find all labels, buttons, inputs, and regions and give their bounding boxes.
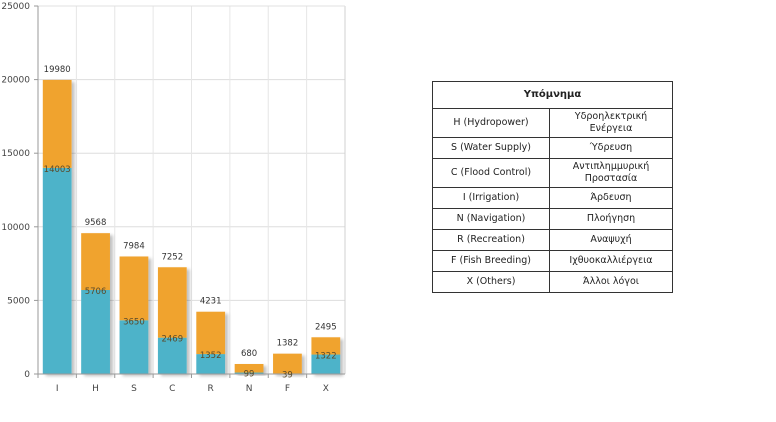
bar-segment xyxy=(157,337,187,374)
x-tick-label: F xyxy=(285,384,290,394)
legend-code: X (Others) xyxy=(432,271,550,293)
x-tick-label: H xyxy=(92,384,99,394)
bar-inner-label: 14003 xyxy=(44,165,71,175)
legend-code: R (Recreation) xyxy=(432,229,550,251)
legend-meaning: Αναψυχή xyxy=(549,229,673,251)
bar-segment xyxy=(119,256,149,321)
y-tick-label: 25000 xyxy=(1,2,30,12)
x-tick-label: S xyxy=(131,384,137,394)
legend-row: C (Flood Control) Αντιπλημμυρική Προστασί… xyxy=(432,158,673,188)
bar-stack xyxy=(234,363,264,374)
bar-total-label: 7984 xyxy=(123,241,145,251)
bar-stack xyxy=(311,337,341,374)
legend-code: N (Navigation) xyxy=(432,208,550,230)
bar-total-label: 19980 xyxy=(44,65,71,75)
legend-code: S (Water Supply) xyxy=(432,137,550,159)
legend-meaning: Αντιπλημμυρική Προστασία xyxy=(549,158,673,188)
y-tick-label: 20000 xyxy=(1,76,30,86)
legend-row: R (Recreation) Αναψυχή xyxy=(432,229,673,251)
legend-meaning: Ιχθυοκαλλιέργεια xyxy=(549,250,673,272)
bar-segment xyxy=(234,372,264,374)
bar-chart: I H S C R N F X 0 5000 10000 15000 20000 25000 19980 1… xyxy=(0,0,360,400)
bar-stack xyxy=(196,311,226,374)
legend-meaning: Πλοήγηση xyxy=(549,208,673,230)
legend-code: H (Hydropower) xyxy=(432,108,550,138)
bar-segment xyxy=(196,311,226,355)
bar-segment xyxy=(311,337,341,355)
bar-stack xyxy=(81,233,110,374)
bar-segment xyxy=(311,354,341,374)
legend-code: F (Fish Breeding) xyxy=(432,250,550,272)
legend-row: H (Hydropower) Υδροηλεκτρική Ενέργεια xyxy=(432,108,673,138)
bar-inner-label: 5706 xyxy=(85,287,107,297)
bar-segment xyxy=(42,167,72,374)
bar-total-label: 9568 xyxy=(85,218,107,228)
legend-header-row: Υπόμνημα xyxy=(432,81,673,109)
bar-layer xyxy=(42,79,341,374)
bar-inner-label: 2469 xyxy=(161,335,183,345)
x-tick-label: R xyxy=(208,384,214,394)
bar-inner-label: 3650 xyxy=(123,317,145,327)
legend-code: C (Flood Control) xyxy=(432,158,550,188)
bar-segment xyxy=(234,363,264,373)
bar-total-label: 7252 xyxy=(161,252,183,262)
bar-inner-label: 1352 xyxy=(200,351,222,361)
bar-stack xyxy=(119,256,149,374)
bar-segment xyxy=(157,267,187,338)
bar-inner-label: 1322 xyxy=(315,352,337,362)
bar-total-label: 2495 xyxy=(315,322,337,332)
legend-meaning: Ύδρευση xyxy=(549,137,673,159)
bar-stack xyxy=(42,79,72,374)
legend-row: X (Others) Άλλοι λόγοι xyxy=(432,271,673,293)
legend-meaning: Άλλοι λόγοι xyxy=(549,271,673,293)
legend-meaning: Άρδευση xyxy=(549,187,673,209)
legend-code: I (Irrigation) xyxy=(432,187,550,209)
y-tick-label: 5000 xyxy=(7,296,30,306)
legend-row: F (Fish Breeding) Ιχθυοκαλλιέργεια xyxy=(432,250,673,272)
bar-stack xyxy=(157,267,187,374)
bar-segment xyxy=(273,353,302,374)
x-tick-label: X xyxy=(323,384,329,394)
x-tick-label: C xyxy=(169,384,175,394)
legend-row: N (Navigation) Πλοήγηση xyxy=(432,208,673,230)
bar-segment xyxy=(42,79,72,168)
label-layer: 19980 14003 9568 5706 7984 3650 7252 2469 4231 13… xyxy=(44,65,337,381)
y-tick-label: 10000 xyxy=(1,223,30,233)
legend-row: I (Irrigation) Άρδευση xyxy=(432,187,673,209)
legend-body: H (Hydropower) Υδροηλεκτρική Ενέργεια S (W… xyxy=(432,108,673,293)
y-tick-label: 0 xyxy=(24,370,30,380)
bar-segment xyxy=(81,290,110,374)
legend-title: Υπόμνημα xyxy=(432,81,673,109)
bar-segment xyxy=(196,354,226,374)
bar-segment xyxy=(81,233,110,291)
x-tick-label: N xyxy=(246,384,253,394)
legend-row: S (Water Supply) Ύδρευση xyxy=(432,137,673,159)
bar-total-label: 680 xyxy=(241,349,257,359)
x-tick-label: I xyxy=(56,384,59,394)
y-tick-label: 15000 xyxy=(1,149,30,159)
bar-total-label: 1382 xyxy=(277,339,299,349)
legend-meaning: Υδροηλεκτρική Ενέργεια xyxy=(549,108,673,138)
bar-total-label: 4231 xyxy=(200,297,222,307)
bar-segment xyxy=(119,320,149,374)
axis-layer: I H S C R N F X 0 5000 10000 15000 20000 25000 xyxy=(1,2,346,394)
bar-inner-label: 39 xyxy=(282,370,293,380)
legend-table: Υπόμνημα H (Hydropower) Υδροηλεκτρική Ενέ… xyxy=(432,81,673,293)
bar-inner-label: 99 xyxy=(244,370,255,380)
